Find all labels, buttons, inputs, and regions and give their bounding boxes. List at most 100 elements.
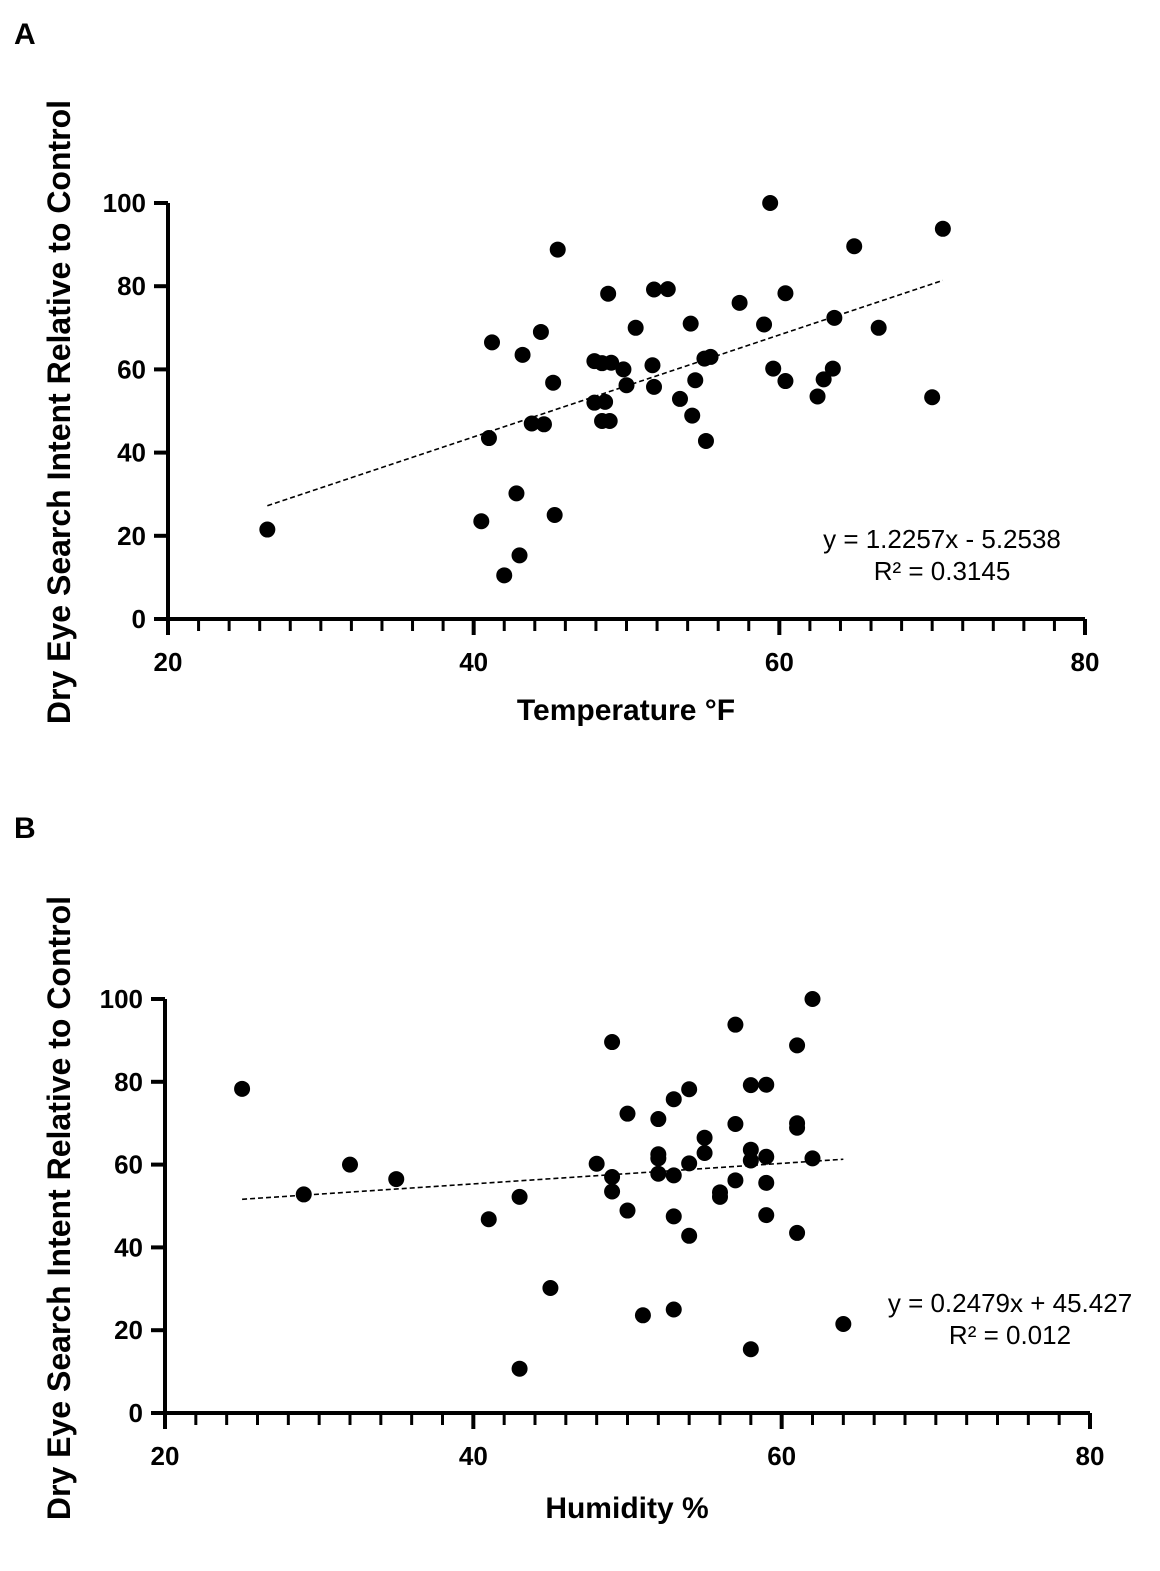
x-tick-label: 60	[767, 1441, 796, 1471]
data-point	[727, 1016, 744, 1033]
x-axis-label: Humidity %	[545, 1492, 708, 1525]
y-tick-label: 60	[114, 1150, 143, 1180]
y-tick-label: 40	[117, 438, 146, 468]
data-point	[924, 389, 941, 406]
plot-area: 0 20 40 60 80 100 20 40 60 80	[103, 188, 1100, 677]
data-point	[809, 388, 826, 405]
data-point	[480, 1211, 497, 1228]
data-point	[484, 334, 501, 351]
data-point	[777, 373, 794, 390]
data-point	[542, 1279, 559, 1296]
data-point	[702, 348, 719, 365]
panel-letter: A	[14, 18, 36, 51]
data-point	[259, 521, 276, 538]
data-point	[342, 1156, 358, 1173]
data-point	[549, 241, 566, 258]
data-point	[731, 294, 748, 311]
r-squared: R² = 0.3145	[874, 556, 1011, 586]
y-tick-label: 40	[114, 1232, 143, 1262]
data-point	[545, 374, 562, 391]
data-point	[665, 1167, 682, 1184]
x-tick-label: 60	[765, 647, 794, 677]
data-point	[756, 316, 773, 333]
data-point	[604, 1169, 621, 1186]
data-point	[742, 1152, 759, 1169]
x-tick-label: 80	[1076, 1441, 1105, 1471]
data-point	[696, 1129, 713, 1146]
data-point	[650, 1165, 667, 1182]
y-tick-label: 20	[114, 1315, 143, 1345]
data-point	[687, 372, 704, 389]
data-point	[295, 1186, 312, 1203]
data-point	[665, 1091, 682, 1108]
data-point	[473, 513, 490, 530]
data-point	[846, 238, 863, 255]
data-point	[758, 1076, 775, 1093]
data-point	[789, 1224, 806, 1241]
data-point	[646, 281, 663, 298]
data-point	[480, 430, 497, 447]
data-point	[650, 1150, 667, 1167]
y-tick-label: 0	[132, 604, 146, 634]
data-point	[727, 1116, 744, 1133]
data-point	[870, 319, 887, 336]
trendline	[267, 279, 944, 507]
data-point	[597, 393, 614, 410]
data-point	[665, 1208, 682, 1225]
x-tick-label: 20	[151, 1441, 180, 1471]
data-point	[804, 1150, 821, 1167]
panel-letter: B	[14, 812, 36, 845]
data-point	[835, 1315, 852, 1332]
data-point	[627, 319, 644, 336]
x-tick-label: 40	[459, 647, 488, 677]
y-tick-label: 20	[117, 521, 146, 551]
data-point	[671, 390, 688, 407]
data-point	[815, 371, 832, 388]
trendline	[242, 1158, 844, 1201]
data-point	[496, 567, 513, 584]
data-point	[532, 323, 549, 340]
data-point	[712, 1188, 728, 1205]
data-point	[789, 1037, 806, 1054]
data-point	[659, 281, 676, 298]
data-point	[508, 485, 525, 502]
data-point	[619, 1105, 636, 1122]
data-point	[758, 1148, 775, 1165]
data-point	[727, 1172, 744, 1189]
x-tick-label: 20	[154, 647, 183, 677]
data-point	[824, 360, 841, 377]
y-tick-label: 80	[117, 271, 146, 301]
data-point	[789, 1119, 806, 1136]
data-point	[514, 346, 531, 363]
data-point	[588, 1155, 605, 1172]
data-point	[234, 1080, 251, 1097]
data-point	[758, 1207, 775, 1224]
data-point	[934, 220, 951, 237]
y-tick-label: 100	[103, 188, 146, 218]
data-point	[634, 1307, 651, 1324]
y-tick-label: 60	[117, 354, 146, 384]
x-tick-label: 80	[1071, 647, 1100, 677]
data-point	[615, 361, 632, 378]
data-point	[742, 1077, 759, 1094]
data-point	[601, 412, 618, 429]
r-squared: R² = 0.012	[949, 1320, 1071, 1350]
y-tick-label: 100	[100, 984, 143, 1014]
y-axis-label: Dry Eye Search Intent Relative to Contro…	[41, 100, 77, 724]
panel-a: A Dry Eye Search Intent Relative to Cont…	[14, 18, 1099, 727]
trendline-equation: y = 0.2479x + 45.427	[888, 1288, 1132, 1318]
data-point	[650, 1111, 667, 1128]
data-point	[742, 1341, 759, 1358]
data-point	[619, 1202, 636, 1219]
data-point	[604, 1183, 621, 1200]
plot-area: 0 20 40 60 80 100 20 40 60 80	[100, 984, 1105, 1471]
data-point	[665, 1301, 682, 1318]
y-tick-label: 0	[129, 1398, 143, 1428]
data-point	[644, 357, 661, 374]
x-axis-label: Temperature °F	[517, 694, 735, 727]
data-point	[681, 1081, 698, 1098]
data-point	[804, 991, 821, 1007]
y-tick-label: 80	[114, 1067, 143, 1097]
data-point	[682, 315, 699, 332]
